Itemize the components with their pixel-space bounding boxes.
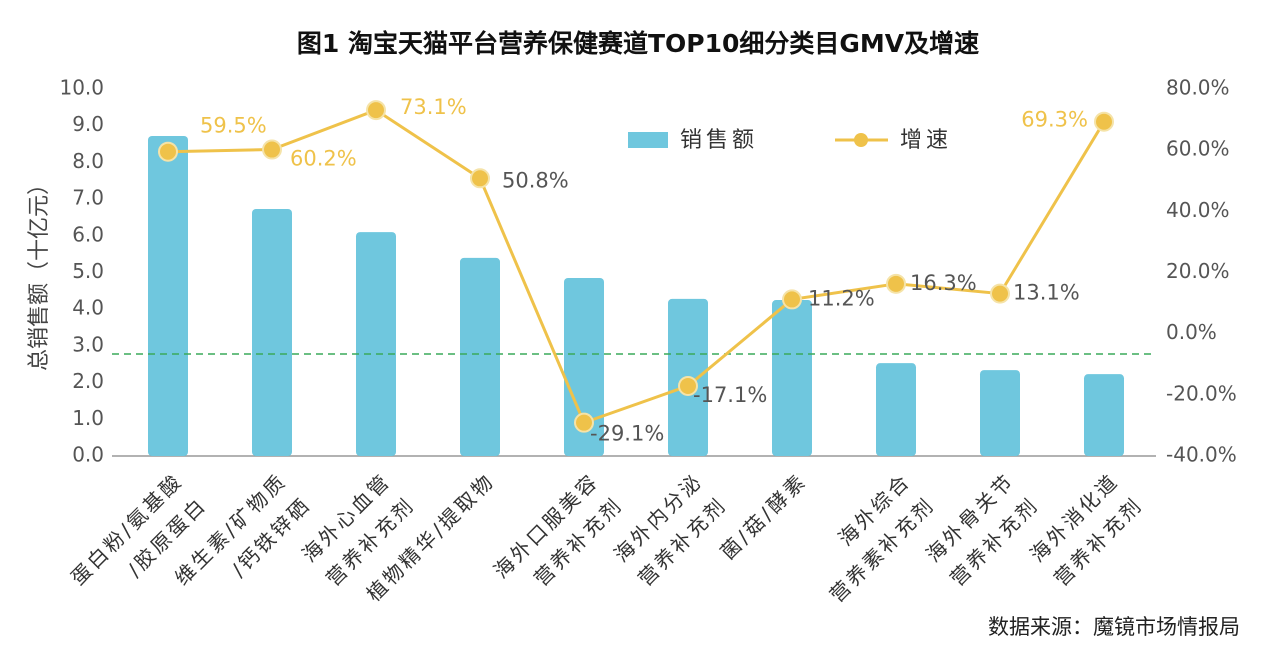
bar [564,278,604,456]
x-tick-label: 菌/菇/酵素 [716,468,812,564]
y-tick-label: 5.0 [72,259,104,283]
y-tick-label: 8.0 [72,149,104,173]
value-label: 60.2% [290,147,357,171]
growth-point [886,273,906,294]
y2-tick-label: -20.0% [1166,381,1237,405]
bar [356,232,396,456]
y-tick-label: 6.0 [72,222,104,246]
value-label: 69.3% [1021,108,1088,132]
y-tick-label: 2.0 [72,369,104,393]
growth-point [678,375,698,396]
value-label: 13.1% [1013,281,1080,305]
growth-point [782,289,802,310]
value-label: 50.8% [502,168,569,192]
bar [876,363,916,456]
growth-point [262,139,282,160]
legend-label: 增速 [900,128,952,153]
value-label: -17.1% [693,383,767,407]
value-label: 73.1% [400,95,467,119]
y-tick-label: 1.0 [72,406,104,430]
growth-point [470,168,490,189]
chart-title: 图1 淘宝天猫平台营养保健赛道TOP10细分类目GMV及增速 [297,29,979,58]
value-label: 59.5% [200,114,267,138]
growth-point [1094,111,1114,132]
growth-point [990,283,1010,304]
y-axis-label: 总销售额（十亿元） [27,173,52,371]
legend-point [854,133,868,147]
y-tick-label: 9.0 [72,112,104,136]
y2-tick-label: -40.0% [1166,443,1237,467]
growth-point [366,100,386,121]
bar [1084,374,1124,456]
bar [772,300,812,456]
legend-label: 销售额 [680,128,758,153]
bar [252,209,292,456]
value-label: 11.2% [808,286,875,310]
y2-tick-label: 60.0% [1166,137,1230,161]
growth-point [574,412,594,433]
y-tick-label: 0.0 [72,443,104,467]
y2-tick-label: 0.0% [1166,320,1217,344]
bar [148,135,188,456]
value-label: 16.3% [910,271,977,295]
y-tick-label: 10.0 [59,76,104,100]
y2-tick-label: 40.0% [1166,198,1230,222]
legend-swatch [628,132,668,148]
y2-tick-label: 20.0% [1166,259,1230,283]
y2-tick-label: 80.0% [1166,76,1230,100]
y-tick-label: 7.0 [72,186,104,210]
growth-line [167,108,1106,425]
bar [460,257,500,456]
y-tick-label: 4.0 [72,296,104,320]
source: 数据来源：魔镜市场情报局 [988,615,1240,639]
value-label: -29.1% [590,422,664,446]
growth-point [158,141,178,162]
y-tick-label: 3.0 [72,332,104,356]
bar [980,370,1020,456]
